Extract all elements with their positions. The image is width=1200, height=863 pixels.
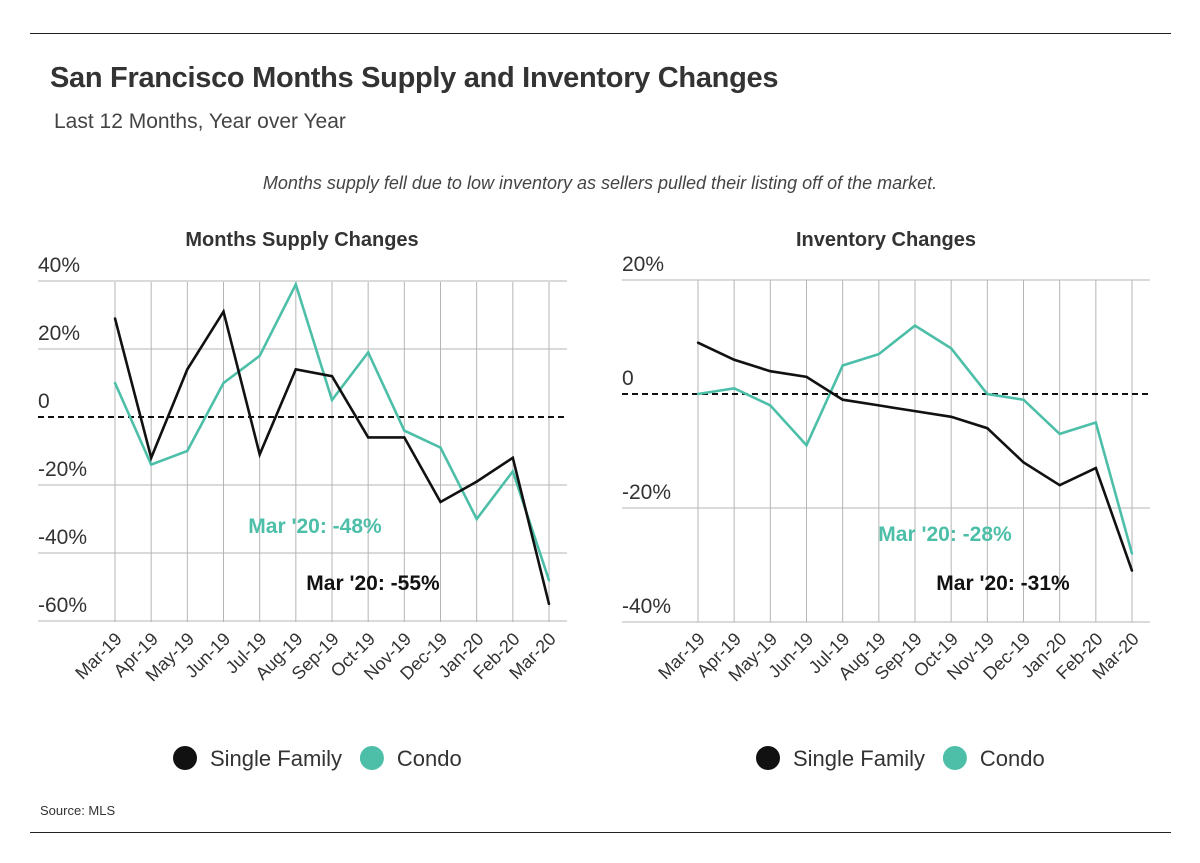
y-tick-label: 20% <box>38 322 80 345</box>
data-point-condo <box>511 470 515 473</box>
data-point-single-family <box>475 480 478 483</box>
legend-label-single-family: Single Family <box>793 746 925 771</box>
data-point-single-family <box>1058 484 1061 487</box>
data-point-condo <box>186 449 189 453</box>
legend-swatch-condo <box>942 746 967 770</box>
legend-swatch-single-family <box>173 746 197 770</box>
legend-label-single-family: Single Family <box>210 746 342 771</box>
data-point-single-family <box>1130 569 1134 572</box>
y-tick-label: 0 <box>622 367 634 390</box>
y-tick-label: -60% <box>38 594 87 617</box>
data-point-single-family <box>769 370 772 373</box>
data-point-condo <box>149 463 153 466</box>
data-point-condo <box>366 351 370 354</box>
data-point-condo <box>258 354 261 357</box>
y-tick-label: -20% <box>622 481 671 504</box>
data-point-condo <box>330 398 334 402</box>
data-point-condo <box>113 381 117 385</box>
y-tick-label: 0 <box>38 390 50 413</box>
data-point-condo <box>769 404 772 407</box>
legend-swatch-condo <box>359 746 384 770</box>
top-rule <box>30 33 1171 34</box>
y-tick-label: -40% <box>38 526 87 549</box>
data-point-condo <box>877 352 881 356</box>
y-tick-label: -20% <box>38 458 87 481</box>
data-point-single-family <box>732 358 736 361</box>
data-point-condo <box>986 392 989 396</box>
data-point-single-family <box>696 341 700 344</box>
data-point-condo <box>732 387 736 390</box>
data-point-single-family <box>805 375 808 379</box>
bottom-rule <box>30 832 1171 833</box>
data-point-condo <box>1130 552 1134 555</box>
data-point-condo <box>475 517 478 521</box>
data-point-single-family <box>439 500 442 504</box>
data-point-single-family <box>986 427 989 430</box>
data-point-single-family <box>113 317 117 320</box>
data-point-single-family <box>403 436 406 439</box>
y-tick-label: 20% <box>622 253 664 276</box>
data-point-single-family <box>877 404 881 407</box>
data-point-single-family <box>841 398 844 401</box>
data-point-condo <box>841 364 844 367</box>
data-point-condo <box>439 446 442 449</box>
legend-label-condo: Condo <box>980 746 1045 771</box>
y-tick-label: 40% <box>38 254 80 277</box>
chart-note: Months supply fell due to low inventory … <box>262 173 938 193</box>
data-point-single-family <box>258 453 261 456</box>
y-tick-label: -40% <box>622 595 671 618</box>
data-point-single-family <box>186 368 189 371</box>
annotation-condo: Mar '20: -48% <box>248 515 382 538</box>
source-note: Source: MLS <box>40 803 116 818</box>
legend-swatch-single-family <box>756 746 780 770</box>
chart-title: Months Supply Changes <box>185 229 418 251</box>
data-point-single-family <box>222 310 225 313</box>
annotation-single-family: Mar '20: -31% <box>936 572 1070 595</box>
chart-title: Inventory Changes <box>796 229 976 251</box>
data-point-condo <box>696 392 700 396</box>
legend-label-condo: Condo <box>397 746 462 771</box>
page-title: San Francisco Months Supply and Inventor… <box>50 62 779 94</box>
data-point-single-family <box>547 602 551 606</box>
data-point-condo <box>403 429 406 432</box>
data-point-single-family <box>949 415 953 418</box>
inventory-chart: Inventory Changes20%0-20%-40%Mar-19Apr-1… <box>622 229 1150 771</box>
months-supply-chart: Months Supply Changes 40% 20% 0 -20% -40% -60%… <box>38 229 567 771</box>
page-subtitle: Last 12 Months, Year over Year <box>54 110 346 133</box>
data-point-single-family <box>1094 466 1098 470</box>
annotation-single-family: Mar '20: -55% <box>306 572 440 595</box>
data-point-condo <box>222 381 225 385</box>
data-point-condo <box>1058 432 1061 436</box>
data-point-condo <box>1094 421 1098 424</box>
data-point-single-family <box>511 456 515 459</box>
data-point-condo <box>547 579 551 582</box>
data-point-condo <box>913 324 917 327</box>
data-point-condo <box>949 347 953 350</box>
data-point-condo <box>805 444 808 447</box>
data-point-single-family <box>913 409 917 413</box>
data-point-condo <box>1022 398 1025 401</box>
data-point-condo <box>294 283 298 286</box>
data-point-single-family <box>366 436 370 439</box>
annotation-condo: Mar '20: -28% <box>878 523 1012 546</box>
data-point-single-family <box>149 456 153 459</box>
data-point-single-family <box>1022 461 1025 464</box>
data-point-single-family <box>330 375 334 378</box>
data-point-single-family <box>294 368 298 371</box>
